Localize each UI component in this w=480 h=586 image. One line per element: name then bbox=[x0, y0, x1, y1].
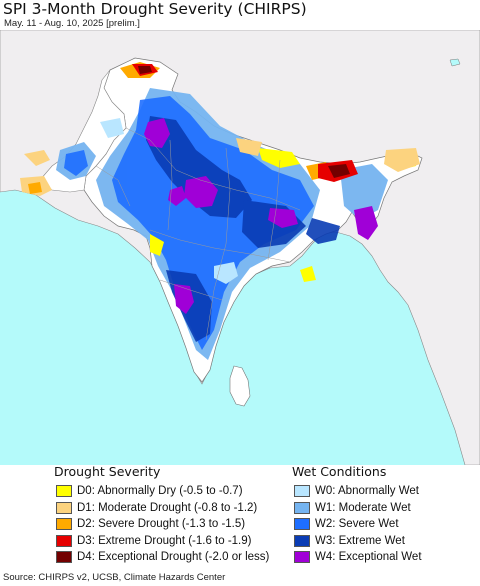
wet-legend-swatch bbox=[294, 534, 310, 547]
drought-legend-item: D2: Severe Drought (-1.3 to -1.5) bbox=[56, 517, 245, 531]
drought-legend-heading: Drought Severity bbox=[54, 464, 161, 479]
drought-legend-label: D1: Moderate Drought (-0.8 to -1.2) bbox=[77, 501, 258, 514]
wet-legend-label: W4: Exceptional Wet bbox=[315, 551, 422, 563]
wet-legend-label: W1: Moderate Wet bbox=[315, 501, 411, 514]
wet-legend-label: W2: Severe Wet bbox=[315, 518, 399, 530]
wet-legend-item: W0: Abnormally Wet bbox=[294, 484, 419, 498]
drought-legend-item: D4: Exceptional Drought (-2.0 or less) bbox=[56, 550, 269, 564]
wet-legend-label: W0: Abnormally Wet bbox=[315, 485, 419, 497]
wet-legend-label: W3: Extreme Wet bbox=[315, 534, 405, 547]
drought-legend-label: D3: Extreme Drought (-1.6 to -1.9) bbox=[77, 534, 252, 547]
drought-legend-swatch bbox=[56, 485, 72, 497]
drought-map bbox=[0, 30, 480, 465]
drought-legend-item: D3: Extreme Drought (-1.6 to -1.9) bbox=[56, 534, 251, 548]
drought-legend-item: D0: Abnormally Dry (-0.5 to -0.7) bbox=[56, 484, 243, 498]
drought-legend-label: D4: Exceptional Drought (-2.0 or less) bbox=[77, 551, 270, 563]
drought-legend-label: D0: Abnormally Dry (-0.5 to -0.7) bbox=[77, 485, 243, 497]
wet-exceptional-areas bbox=[144, 118, 378, 314]
drought-legend-swatch bbox=[56, 534, 72, 547]
wet-legend-item: W1: Moderate Wet bbox=[294, 501, 411, 515]
drought-exceptional-areas bbox=[138, 66, 350, 178]
drought-legend-item: D1: Moderate Drought (-0.8 to -1.2) bbox=[56, 501, 257, 515]
wet-legend-swatch bbox=[294, 485, 310, 497]
drought-legend-swatch bbox=[56, 551, 72, 563]
drought-legend-swatch bbox=[56, 518, 72, 530]
lake-outline bbox=[449, 58, 461, 67]
wet-legend-heading: Wet Conditions bbox=[292, 464, 387, 479]
admin-boundaries bbox=[95, 127, 301, 341]
map-subtitle: May. 11 - Aug. 10, 2025 [prelim.] bbox=[4, 18, 140, 29]
drought-moderate-areas bbox=[20, 138, 420, 196]
wet-legend-swatch bbox=[294, 551, 310, 563]
wet-legend-item: W2: Severe Wet bbox=[294, 517, 399, 531]
wet-legend-swatch bbox=[294, 518, 310, 530]
wet-legend-swatch bbox=[294, 501, 310, 514]
source-credit: Source: CHIRPS v2, UCSB, Climate Hazards… bbox=[3, 572, 226, 583]
sri-lanka bbox=[229, 365, 251, 407]
wet-legend-item: W4: Exceptional Wet bbox=[294, 550, 422, 564]
map-title: SPI 3-Month Drought Severity (CHIRPS) bbox=[3, 0, 307, 18]
wet-legend-item: W3: Extreme Wet bbox=[294, 534, 405, 548]
drought-legend-label: D2: Severe Drought (-1.3 to -1.5) bbox=[77, 518, 246, 530]
drought-legend-swatch bbox=[56, 501, 72, 514]
